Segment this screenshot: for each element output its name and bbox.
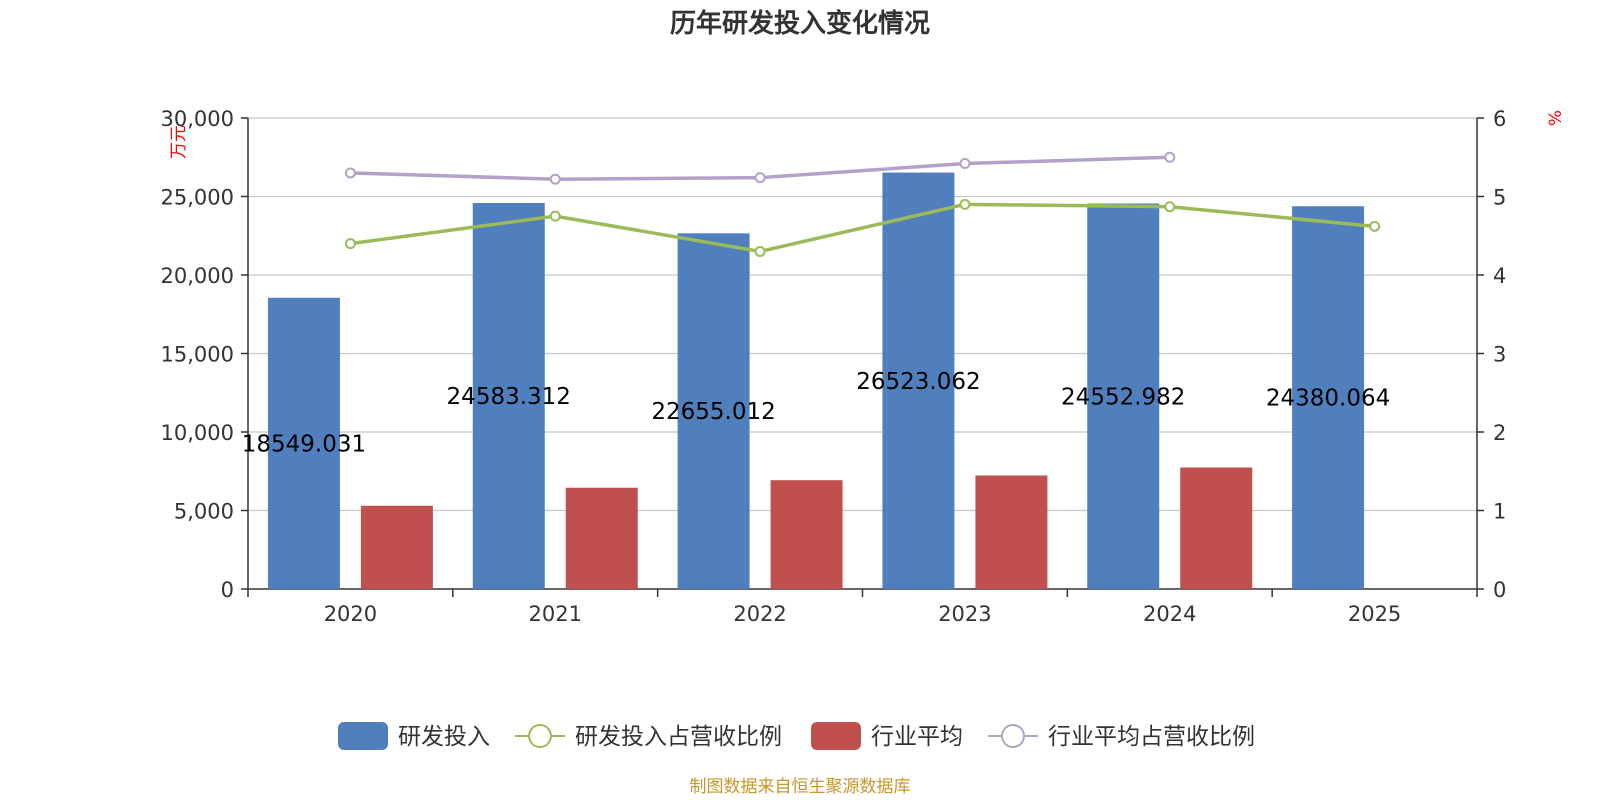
chart-title: 历年研发投入变化情况 <box>670 8 930 39</box>
y-right-tick-label: 4 <box>1493 264 1506 288</box>
legend-rd-label: 研发投入 <box>398 724 490 750</box>
x-tick-label: 2023 <box>938 602 991 626</box>
rd-bar-value-label: 26523.062 <box>856 369 980 395</box>
data-labels: 18549.031 24583.312 22655.012 26523.062 2455… <box>242 369 1391 458</box>
y-left-tick-label: 10,000 <box>161 421 234 445</box>
x-tick-label: 2021 <box>529 602 582 626</box>
lines <box>344 151 1381 257</box>
legend-industry-ratio-swatch-marker <box>1001 724 1025 748</box>
rd-bar <box>1087 203 1160 589</box>
industry-bar <box>770 480 843 589</box>
y-right-tick-label: 6 <box>1493 107 1506 131</box>
rd-ratio-point <box>1369 220 1381 232</box>
legend[interactable]: 研发投入 研发投入占营收比例 行业平均 行业平均占营收比例 <box>338 722 1255 750</box>
rd-bar <box>472 203 545 590</box>
rd-bar-value-label: 18549.031 <box>242 431 366 457</box>
legend-industry-item[interactable]: 行业平均 <box>811 722 963 750</box>
industry-ratio-point <box>344 167 356 179</box>
industry-bar <box>975 475 1048 589</box>
y-right-tick-label: 5 <box>1493 186 1506 210</box>
rd-bar <box>882 172 955 589</box>
y-left-unit-label: 万元 <box>169 125 189 159</box>
y-left-tick-label: 5,000 <box>174 500 234 524</box>
legend-rd-swatch <box>338 722 388 750</box>
industry-ratio-point <box>1164 151 1176 163</box>
legend-industry-ratio-label: 行业平均占营收比例 <box>1048 724 1255 750</box>
x-tick-label: 2025 <box>1348 602 1401 626</box>
y-right-unit-label: % <box>1546 110 1566 126</box>
industry-ratio-point <box>959 158 971 170</box>
x-tick-label: 2020 <box>324 602 377 626</box>
y-right-tick-label: 2 <box>1493 421 1506 445</box>
rd-ratio-line <box>350 202 1375 254</box>
industry-bar <box>360 505 433 589</box>
rd-bar-value-label: 24583.312 <box>447 384 571 410</box>
rd-bar <box>1292 206 1365 589</box>
rd-bar <box>677 233 750 589</box>
legend-rd-ratio-swatch-marker <box>528 724 552 748</box>
rd-ratio-point <box>959 198 971 210</box>
y-left-tick-label: 25,000 <box>161 186 234 210</box>
industry-bar <box>565 487 638 589</box>
industry-bar <box>1180 467 1253 589</box>
source-note: 制图数据来自恒生聚源数据库 <box>690 777 911 797</box>
grid-lines <box>248 117 1477 512</box>
x-tick-label: 2024 <box>1143 602 1196 626</box>
y-left-tick-label: 30,000 <box>161 107 234 131</box>
rd-ratio-point <box>754 245 766 257</box>
y-right-tick-label: 0 <box>1493 578 1506 602</box>
rd-ratio-point <box>344 238 356 250</box>
legend-rd-item[interactable]: 研发投入 <box>338 722 490 750</box>
y-left-tick-label: 0 <box>221 578 234 602</box>
y-left-tick-label: 20,000 <box>161 264 234 288</box>
y-right-tick-label: 3 <box>1493 343 1506 367</box>
legend-rd-ratio-item[interactable]: 研发投入占营收比例 <box>515 724 782 750</box>
x-tick-label: 2022 <box>733 602 786 626</box>
rd-bar-value-label: 24380.064 <box>1266 386 1390 412</box>
legend-industry-swatch <box>811 722 861 750</box>
legend-industry-label: 行业平均 <box>871 724 963 750</box>
axes: 0 5,000 10,000 15,000 20,000 25,000 30,000 0 1 2 3… <box>161 107 1566 626</box>
y-left-tick-label: 15,000 <box>161 343 234 367</box>
bars <box>267 172 1365 590</box>
industry-ratio-point <box>754 172 766 184</box>
rd-ratio-point <box>1164 201 1176 213</box>
y-right-tick-label: 1 <box>1493 500 1506 524</box>
rd-bar-value-label: 22655.012 <box>651 399 775 425</box>
legend-industry-ratio-item[interactable]: 行业平均占营收比例 <box>988 724 1255 750</box>
legend-rd-ratio-label: 研发投入占营收比例 <box>575 724 782 750</box>
rd-ratio-point <box>549 210 561 222</box>
rd-bar-value-label: 24552.982 <box>1061 384 1185 410</box>
industry-ratio-point <box>549 173 561 185</box>
rd-bar <box>267 297 340 589</box>
